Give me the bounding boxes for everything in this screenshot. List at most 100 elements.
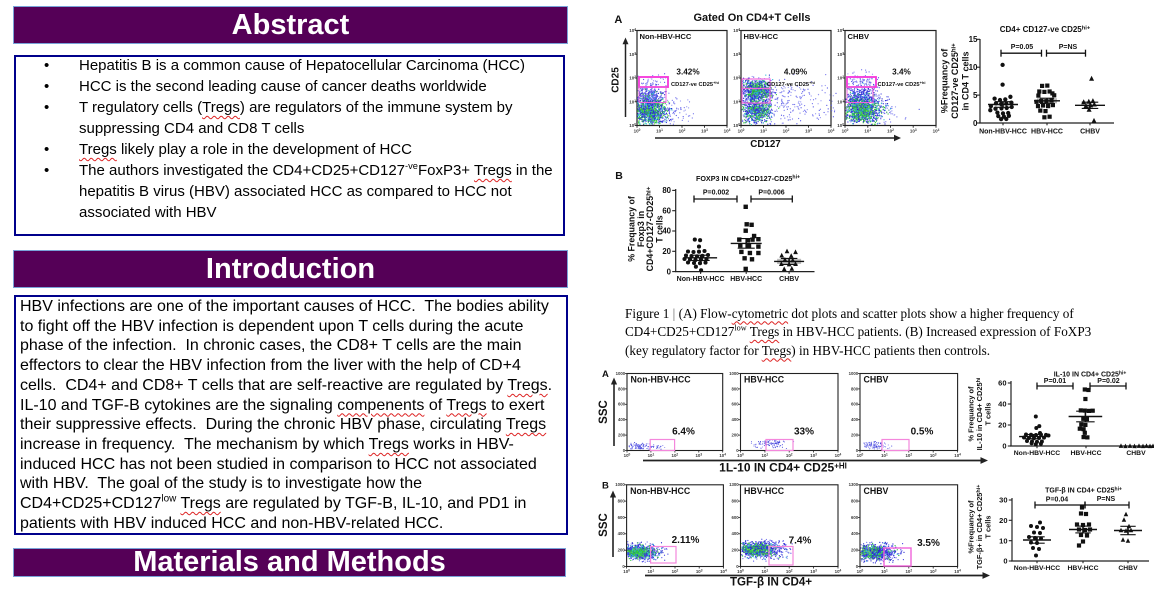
svg-text:IL-10 in CD4+ CD25hi: IL-10 in CD4+ CD25hi (975, 377, 984, 450)
svg-text:%Frequancy of: %Frequancy of (967, 500, 976, 554)
svg-text:Non-HBV-HCC: Non-HBV-HCC (640, 32, 692, 41)
svg-text:%Frequancy of: %Frequancy of (940, 48, 950, 114)
svg-text:800: 800 (851, 499, 859, 504)
svg-text:HBV-HCC: HBV-HCC (1068, 565, 1099, 572)
svg-text:0: 0 (1002, 442, 1006, 451)
svg-text:100: 100 (623, 568, 630, 574)
svg-text:HBV-HCC: HBV-HCC (1071, 450, 1102, 457)
svg-text:15: 15 (969, 35, 978, 44)
svg-text:100: 100 (629, 123, 636, 129)
svg-text:400: 400 (851, 531, 859, 536)
svg-text:104: 104 (719, 452, 726, 458)
svg-text:CD127-ve CD25+hi: CD127-ve CD25+hi (767, 80, 815, 88)
svg-text:200: 200 (732, 433, 740, 438)
svg-text:800: 800 (851, 386, 859, 391)
svg-text:103: 103 (910, 128, 917, 134)
svg-text:Non-HBV-HCC: Non-HBV-HCC (1014, 450, 1061, 457)
svg-text:60: 60 (662, 206, 671, 215)
svg-text:0: 0 (1003, 557, 1007, 566)
svg-text:600: 600 (618, 402, 626, 407)
svg-text:0: 0 (973, 119, 978, 128)
svg-text:104: 104 (733, 28, 740, 34)
svg-text:104: 104 (835, 568, 842, 574)
svg-text:103: 103 (810, 452, 817, 458)
svg-text:104: 104 (720, 568, 727, 574)
svg-text:102: 102 (905, 452, 912, 458)
svg-text:0: 0 (623, 448, 626, 453)
svg-text:Foxp3 in: Foxp3 in (636, 211, 646, 247)
svg-text:400: 400 (851, 417, 859, 422)
svg-text:0: 0 (856, 564, 859, 569)
svg-text:T cells: T cells (984, 515, 993, 538)
svg-text:103: 103 (810, 568, 817, 574)
svg-text:600: 600 (618, 515, 626, 520)
svg-text:% Frequancy of: % Frequancy of (627, 196, 637, 262)
svg-text:1L-10 IN CD4+ CD25+HI: 1L-10 IN CD4+ CD25+HI (719, 461, 847, 475)
svg-text:100: 100 (634, 128, 641, 134)
svg-text:104: 104 (954, 568, 961, 574)
svg-text:CHBV: CHBV (848, 32, 870, 41)
svg-text:101: 101 (881, 568, 888, 574)
svg-text:20: 20 (998, 421, 1006, 430)
svg-text:102: 102 (905, 568, 912, 574)
svg-text:A: A (602, 369, 609, 380)
svg-text:P=0.04: P=0.04 (1046, 497, 1068, 504)
svg-text:101: 101 (647, 568, 654, 574)
svg-text:102: 102 (672, 568, 679, 574)
svg-text:FOXP3 IN CD4+CD127-CD25hi+: FOXP3 IN CD4+CD127-CD25hi+ (696, 174, 800, 183)
svg-text:T cells: T cells (654, 215, 664, 242)
svg-text:100: 100 (738, 128, 745, 134)
svg-text:20: 20 (999, 516, 1007, 525)
svg-text:103: 103 (629, 51, 636, 57)
svg-text:101: 101 (881, 452, 888, 458)
svg-text:100: 100 (842, 128, 849, 134)
svg-text:0.5%: 0.5% (911, 427, 934, 438)
svg-text:CHBV: CHBV (1080, 129, 1100, 136)
svg-text:200: 200 (618, 548, 626, 553)
svg-text:101: 101 (629, 99, 636, 105)
svg-text:4.09%: 4.09% (784, 68, 808, 77)
svg-text:HBV-HCC: HBV-HCC (744, 32, 779, 41)
svg-text:103: 103 (701, 128, 708, 134)
svg-text:CD25: CD25 (611, 67, 622, 93)
svg-text:10: 10 (999, 536, 1007, 545)
svg-text:102: 102 (837, 75, 844, 81)
svg-text:TGF-β IN CD4+ CD25hi+: TGF-β IN CD4+ CD25hi+ (1045, 486, 1122, 494)
svg-text:40: 40 (998, 400, 1006, 409)
svg-text:0: 0 (736, 564, 739, 569)
svg-text:P=0.02: P=0.02 (1097, 378, 1119, 385)
svg-text:Non-HBV-HCC: Non-HBV-HCC (1014, 565, 1061, 572)
svg-text:P=0.01: P=0.01 (1044, 378, 1066, 385)
svg-text:800: 800 (618, 386, 626, 391)
svg-text:103: 103 (930, 452, 937, 458)
svg-text:SSC: SSC (598, 513, 610, 537)
svg-text:CD127-ve CD25+hi: CD127-ve CD25+hi (671, 80, 719, 88)
svg-text:102: 102 (783, 128, 790, 134)
svg-text:104: 104 (837, 28, 844, 34)
svg-text:CD4+CD127-CD25hi+: CD4+CD127-CD25hi+ (645, 186, 655, 271)
svg-text:CD127: CD127 (750, 139, 781, 150)
svg-text:102: 102 (733, 75, 740, 81)
svg-text:100: 100 (737, 568, 744, 574)
svg-text:100: 100 (624, 452, 631, 458)
svg-text:103: 103 (695, 452, 702, 458)
svg-text:102: 102 (629, 75, 636, 81)
svg-text:101: 101 (762, 452, 769, 458)
svg-text:CHBV: CHBV (779, 276, 799, 283)
svg-text:CHBV: CHBV (864, 375, 889, 385)
svg-text:200: 200 (851, 433, 859, 438)
svg-text:33%: 33% (794, 427, 814, 438)
svg-text:104: 104 (828, 128, 835, 134)
svg-text:in CD4 T cells: in CD4 T cells (961, 51, 971, 110)
svg-text:101: 101 (762, 568, 769, 574)
svg-text:IL-10 IN CD4+ CD25hi+: IL-10 IN CD4+ CD25hi+ (1054, 370, 1127, 378)
svg-text:104: 104 (954, 452, 961, 458)
svg-text:3.42%: 3.42% (676, 68, 700, 77)
svg-text:200: 200 (851, 548, 859, 553)
svg-text:100: 100 (837, 123, 844, 129)
svg-text:104: 104 (629, 28, 636, 34)
svg-text:800: 800 (732, 499, 740, 504)
svg-text:1000: 1000 (615, 482, 625, 487)
svg-text:103: 103 (930, 568, 937, 574)
svg-text:103: 103 (837, 51, 844, 57)
